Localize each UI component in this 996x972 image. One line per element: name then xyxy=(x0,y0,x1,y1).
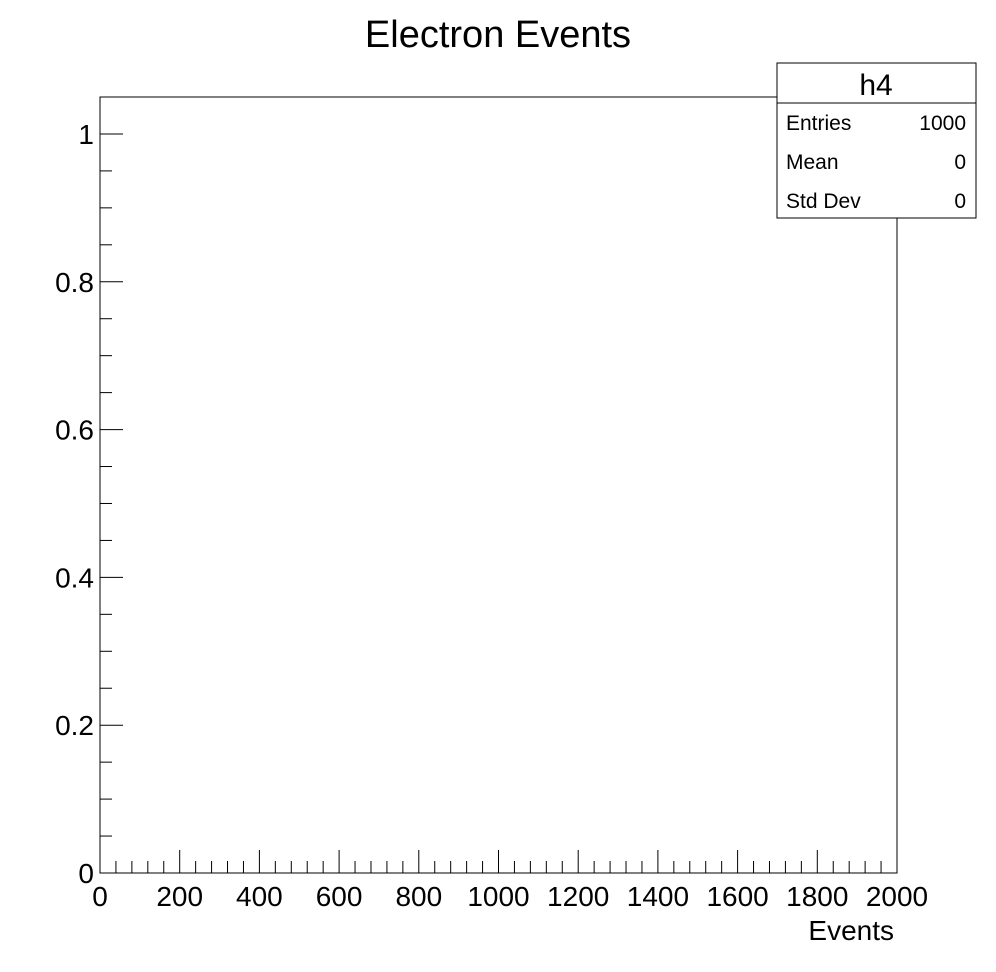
y-tick-label: 0.6 xyxy=(55,415,94,446)
stats-entries-label: Entries xyxy=(786,112,851,135)
x-tick-label: 0 xyxy=(92,881,108,912)
x-tick-label: 1400 xyxy=(627,881,689,912)
stats-stddev-label: Std Dev xyxy=(786,190,861,213)
y-tick-label: 1 xyxy=(78,119,94,150)
stats-stddev-value: 0 xyxy=(954,190,966,213)
x-axis: 0 200 400 600 800 1000 1200 1400 1600 1800 2000 xyxy=(92,850,928,912)
stats-mean-label: Mean xyxy=(786,151,839,174)
stats-box-frame xyxy=(776,62,977,219)
stats-mean-value: 0 xyxy=(954,151,966,174)
stats-box: h4 Entries 1000 Mean 0 Std Dev 0 xyxy=(776,62,977,219)
y-tick-label: 0.8 xyxy=(55,267,94,298)
x-tick-label: 1200 xyxy=(547,881,609,912)
x-tick-label: 200 xyxy=(156,881,203,912)
x-tick-label: 2000 xyxy=(866,881,928,912)
x-tick-label: 400 xyxy=(236,881,283,912)
y-axis: 0 0.2 0.4 0.6 0.8 1 xyxy=(55,96,123,889)
x-axis-label: Events xyxy=(808,915,894,946)
y-tick-label: 0.2 xyxy=(55,710,94,741)
x-tick-label: 1000 xyxy=(467,881,529,912)
stats-box-name: h4 xyxy=(859,69,892,102)
chart-title: Electron Events xyxy=(365,14,631,56)
x-tick-label: 600 xyxy=(316,881,363,912)
y-tick-label: 0 xyxy=(78,858,94,889)
x-tick-label: 800 xyxy=(395,881,442,912)
y-tick-label: 0.4 xyxy=(55,562,94,593)
stats-entries-value: 1000 xyxy=(919,112,966,135)
x-tick-label: 1800 xyxy=(786,881,848,912)
x-tick-label: 1600 xyxy=(706,881,768,912)
